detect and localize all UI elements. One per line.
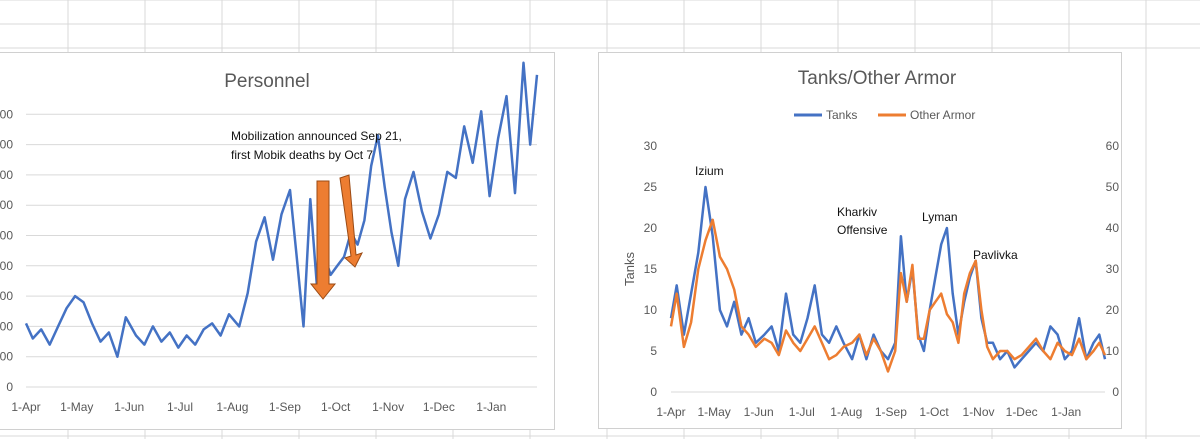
y-tick-label: 00 xyxy=(0,319,13,333)
personnel-series-line xyxy=(24,61,539,358)
y-right-tick-label: 40 xyxy=(1106,221,1120,235)
x-tick-label: 1-Aug xyxy=(830,405,862,419)
x-tick-label: 1-Jan xyxy=(476,400,506,414)
annotation-offensive: Offensive xyxy=(837,223,888,237)
y-right-tick-label: 30 xyxy=(1106,262,1120,276)
y-tick-label: 00 xyxy=(0,350,13,364)
y-tick-label: 00 xyxy=(0,289,13,303)
annotation-line-2: first Mobik deaths by Oct 7 xyxy=(231,148,373,162)
personnel-chart-panel[interactable]: Personnel 0 00 00 00 00 00 00 00 00 00 1-Apr 1-May 1-… xyxy=(0,52,555,430)
y-tick-label: 00 xyxy=(0,168,13,182)
x-tick-label: 1-Aug xyxy=(216,400,248,414)
y-left-tick-label: 15 xyxy=(644,262,658,276)
x-tick-label: 1-May xyxy=(60,400,93,414)
annotation-izium: Izium xyxy=(695,164,724,178)
y-tick-label: 00 xyxy=(0,259,13,273)
x-tick-label: 1-Apr xyxy=(656,405,685,419)
x-tick-label: 1-Dec xyxy=(423,400,455,414)
y-left-axis-title: Tanks xyxy=(622,252,637,286)
y-left-tick-label: 30 xyxy=(644,139,658,153)
x-tick-label: 1-Jun xyxy=(744,405,774,419)
other-armor-series-line xyxy=(669,218,1107,373)
annotation-pavlivka: Pavlivka xyxy=(973,248,1018,262)
legend-label-other-armor: Other Armor xyxy=(910,108,975,122)
y-left-tick-label: 25 xyxy=(644,180,658,194)
tanks-armor-chart: Tanks/Other Armor Tanks Other Armor 0 5 10 15 2… xyxy=(622,68,1155,419)
y-tick-label: 00 xyxy=(0,107,13,121)
y-right-tick-label: 20 xyxy=(1106,303,1120,317)
annotation-line-1: Mobilization announced Sep 21, xyxy=(231,129,402,143)
y-tick-label: 0 xyxy=(6,380,13,394)
x-tick-label: 1-Oct xyxy=(321,400,351,414)
y-tick-label: 00 xyxy=(0,138,13,152)
x-tick-label: 1-Oct xyxy=(919,405,949,419)
y-tick-label: 00 xyxy=(0,229,13,243)
annotation-lyman: Lyman xyxy=(922,210,958,224)
x-tick-label: 1-Jun xyxy=(114,400,144,414)
tanks-series-line xyxy=(669,185,1107,369)
x-tick-label: 1-Sep xyxy=(269,400,301,414)
legend-label-tanks: Tanks xyxy=(826,108,857,122)
x-tick-label: 1-Nov xyxy=(372,400,404,414)
x-tick-label: 1-Jul xyxy=(789,405,815,419)
y-right-tick-label: 10 xyxy=(1106,344,1120,358)
annotation-kharkiv: Kharkiv xyxy=(837,205,877,219)
y-right-tick-label: 0 xyxy=(1112,385,1119,399)
y-left-tick-label: 0 xyxy=(650,385,657,399)
y-left-tick-label: 10 xyxy=(644,303,658,317)
annotation-arrow xyxy=(339,174,363,268)
y-tick-label: 00 xyxy=(0,198,13,212)
y-left-tick-label: 5 xyxy=(650,344,657,358)
x-tick-label: 1-Sep xyxy=(875,405,907,419)
y-left-tick-label: 20 xyxy=(644,221,658,235)
x-tick-label: 1-Apr xyxy=(11,400,40,414)
x-tick-label: 1-May xyxy=(697,405,730,419)
x-tick-label: 1-Jul xyxy=(167,400,193,414)
tanks-armor-chart-panel[interactable]: Tanks/Other Armor Tanks Other Armor 0 5 10 15 2… xyxy=(598,52,1155,429)
x-tick-label: 1-Jan xyxy=(1051,405,1081,419)
y-right-tick-label: 50 xyxy=(1106,180,1120,194)
chart-title: Personnel xyxy=(224,71,310,92)
x-tick-label: 1-Dec xyxy=(1006,405,1038,419)
chart-title: Tanks/Other Armor xyxy=(798,68,957,89)
annotation-arrow xyxy=(309,180,337,300)
y-right-tick-label: 60 xyxy=(1106,139,1120,153)
x-tick-label: 1-Nov xyxy=(963,405,995,419)
